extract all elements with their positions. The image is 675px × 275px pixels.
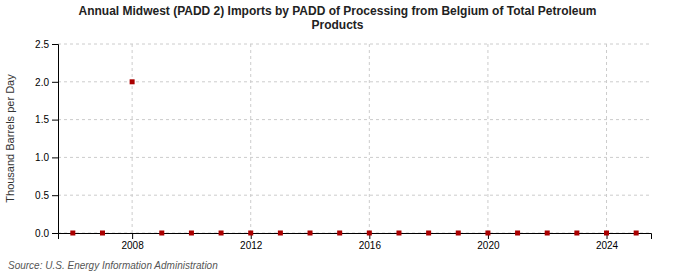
y-axis-title: Thousand Barrels per Day bbox=[4, 74, 16, 203]
point bbox=[426, 231, 431, 236]
point bbox=[396, 231, 401, 236]
point bbox=[456, 231, 461, 236]
y-tick-label: 1.5 bbox=[35, 114, 49, 125]
y-tick-mark bbox=[52, 157, 58, 158]
y-grid-line bbox=[58, 44, 651, 45]
x-tick: 2016 bbox=[359, 233, 382, 251]
point bbox=[100, 231, 105, 236]
x-grid-line bbox=[606, 44, 607, 233]
y-axis: 0.0 0.5 1.0 1.5 2.0 2.5 bbox=[35, 39, 58, 239]
point bbox=[130, 79, 135, 84]
y-tick-mark bbox=[52, 44, 58, 45]
x-axis: 2008 2012 2016 2020 2024 bbox=[59, 233, 652, 251]
y-tick-label: 0.0 bbox=[35, 228, 49, 239]
y-tick-label: 2.0 bbox=[35, 77, 49, 88]
y-grid-line bbox=[58, 81, 651, 82]
point bbox=[248, 231, 253, 236]
y-grid-line bbox=[58, 157, 651, 158]
annotation: Source: U.S. Energy Information Administ… bbox=[8, 260, 218, 271]
y-tick: 1.5 bbox=[35, 114, 58, 125]
point bbox=[574, 231, 579, 236]
x-grid-line bbox=[487, 44, 488, 233]
y-tick-mark bbox=[52, 195, 58, 196]
x-tick: 2012 bbox=[240, 233, 263, 251]
y-tick-mark bbox=[52, 120, 58, 121]
x-tick: 2024 bbox=[596, 233, 619, 251]
x-grid-line bbox=[250, 44, 251, 233]
y-tick: 1.0 bbox=[35, 152, 58, 163]
point bbox=[219, 231, 224, 236]
point bbox=[70, 231, 75, 236]
point bbox=[337, 231, 342, 236]
y-tick: 0.5 bbox=[35, 190, 58, 201]
y-tick-label: 1.0 bbox=[35, 152, 49, 163]
x-tick-label: 2016 bbox=[359, 240, 382, 251]
y-grid-line bbox=[58, 119, 651, 120]
point bbox=[278, 231, 283, 236]
y-tick-label: 2.5 bbox=[35, 39, 49, 50]
y-tick: 2.5 bbox=[35, 39, 58, 50]
point bbox=[604, 231, 609, 236]
x-tick-label: 2024 bbox=[596, 240, 619, 251]
point bbox=[545, 231, 550, 236]
plot: 2008 2012 2016 2020 2024 0.0 0.5 1.0 1.5 2.0 2.5 bbox=[35, 39, 651, 251]
y-tick-mark bbox=[52, 233, 58, 234]
point bbox=[189, 231, 194, 236]
y-grid-line bbox=[58, 195, 651, 196]
title: Annual Midwest (PADD 2) Imports by PADD … bbox=[78, 4, 596, 32]
x-tick-label: 2008 bbox=[122, 240, 145, 251]
grid bbox=[58, 44, 651, 233]
point bbox=[634, 231, 639, 236]
y-tick-label: 0.5 bbox=[35, 190, 49, 201]
chart: 2008 2012 2016 2020 2024 0.0 0.5 1.0 1.5 2.0 2.5 An… bbox=[0, 0, 675, 275]
x-grid-line bbox=[132, 44, 133, 233]
y-tick-mark bbox=[52, 82, 58, 83]
x-tick-label: 2012 bbox=[240, 240, 263, 251]
y-tick: 2.0 bbox=[35, 77, 58, 88]
x-tick-mark bbox=[132, 233, 133, 239]
x-grid-line bbox=[369, 44, 370, 233]
point bbox=[308, 231, 313, 236]
point bbox=[159, 231, 164, 236]
x-tick-label: 2020 bbox=[477, 240, 500, 251]
y-axis-line bbox=[52, 45, 59, 234]
point bbox=[515, 231, 520, 236]
x-tick: 2020 bbox=[477, 233, 500, 251]
marks bbox=[70, 79, 638, 235]
y-tick: 0.0 bbox=[35, 228, 58, 239]
x-axis-line bbox=[59, 234, 652, 240]
point bbox=[367, 231, 372, 236]
point bbox=[485, 231, 490, 236]
x-tick: 2008 bbox=[122, 233, 145, 251]
